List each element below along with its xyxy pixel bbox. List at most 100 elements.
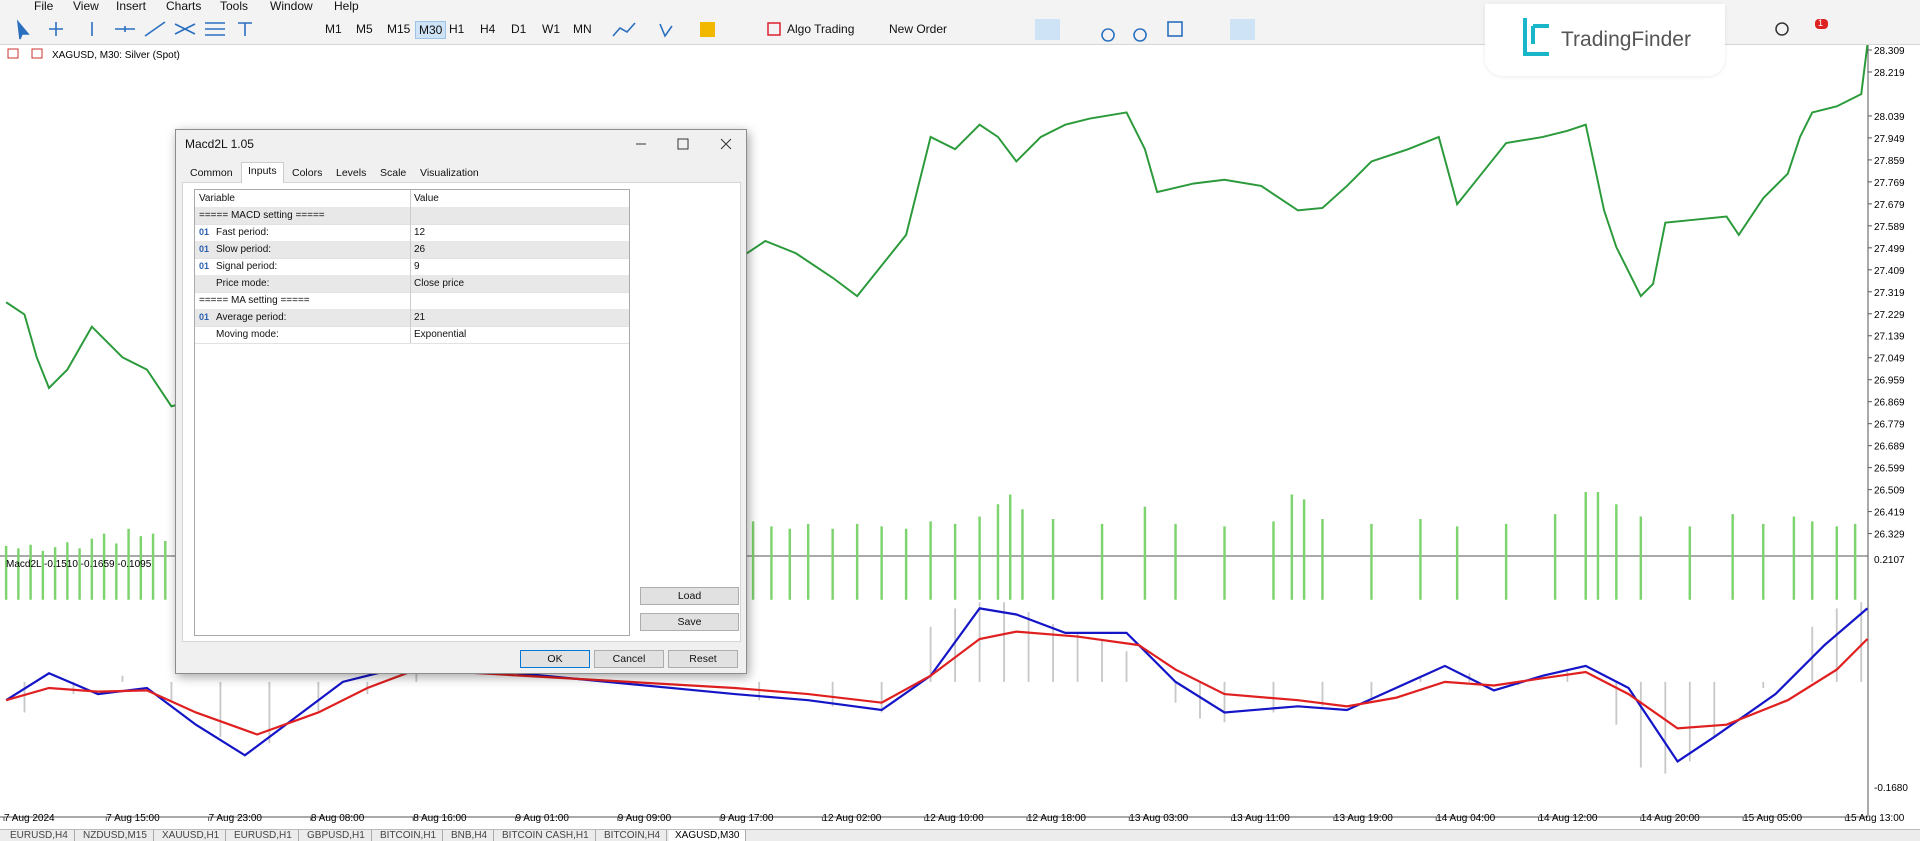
- menu-item[interactable]: View: [73, 0, 99, 13]
- timeframe-button[interactable]: D1: [508, 21, 529, 37]
- param-value: Close price: [414, 275, 464, 292]
- price-label: 27.589: [1874, 222, 1905, 233]
- column-header: Value: [414, 190, 439, 207]
- price-label: 28.039: [1874, 112, 1905, 123]
- chart-tab[interactable]: BITCOIN,H4: [598, 830, 667, 841]
- dialog-title: Macd2L 1.05: [185, 137, 254, 151]
- table-row[interactable]: 01Fast period:12: [195, 224, 629, 242]
- indicator-label: Macd2L -0.1510 -0.1659 -0.1095: [6, 559, 152, 570]
- chart-icon: [32, 49, 42, 58]
- time-label: 14 Aug 12:00: [1539, 813, 1598, 824]
- price-label: 27.769: [1874, 178, 1905, 189]
- notification-count[interactable]: 1: [1815, 18, 1826, 28]
- table-row[interactable]: ===== MACD setting =====: [195, 207, 629, 225]
- param-name: Slow period:: [216, 241, 271, 258]
- chart-icon: [8, 49, 18, 58]
- time-label: 15 Aug 05:00: [1743, 813, 1802, 824]
- param-name: Moving mode:: [216, 326, 279, 343]
- menu-item[interactable]: Charts: [166, 0, 201, 13]
- chart-tab[interactable]: NZDUSD,M15: [77, 830, 154, 841]
- chart-tab[interactable]: EURUSD,H1: [228, 830, 299, 841]
- param-icon: 01: [199, 241, 209, 258]
- param-name: Signal period:: [216, 258, 277, 275]
- window-controls[interactable]: [626, 135, 742, 153]
- menu-item[interactable]: Help: [334, 0, 359, 13]
- table-row[interactable]: Price mode: Close price: [195, 275, 629, 293]
- param-name: Price mode:: [216, 275, 269, 292]
- price-label: 26.419: [1874, 508, 1905, 519]
- dialog-button[interactable]: Load: [640, 587, 739, 605]
- param-value: 21: [414, 309, 425, 326]
- price-label: 27.409: [1874, 266, 1905, 277]
- chart-tab[interactable]: XAGUSD,M30: [669, 830, 746, 841]
- algo-trading-button[interactable]: Algo Trading: [784, 21, 857, 37]
- watermark-text: TradingFinder: [1561, 28, 1691, 52]
- time-label: 8 Aug 16:00: [413, 813, 467, 824]
- column-divider: [410, 190, 411, 343]
- time-label: 7 Aug 23:00: [209, 813, 263, 824]
- chart-tabs: EURUSD,H4NZDUSD,M15XAUUSD,H1EURUSD,H1GBP…: [0, 829, 1920, 841]
- timeframe-button[interactable]: H1: [446, 21, 467, 37]
- timeframe-button[interactable]: M5: [353, 21, 376, 37]
- column-header: Variable: [199, 190, 235, 207]
- timeframe-button[interactable]: MN: [570, 21, 595, 37]
- table-row[interactable]: 01 Slow period: 26: [195, 241, 629, 259]
- dialog-button[interactable]: Save: [640, 613, 739, 631]
- timeframe-button[interactable]: M1: [322, 21, 345, 37]
- time-label: 13 Aug 19:00: [1334, 813, 1393, 824]
- menu-item[interactable]: Window: [270, 0, 313, 13]
- price-label: 28.219: [1874, 68, 1905, 79]
- timeframe-button[interactable]: M15: [384, 21, 413, 37]
- dialog-tab[interactable]: Levels: [330, 165, 372, 181]
- menu-item[interactable]: Insert: [116, 0, 146, 13]
- dialog-tab[interactable]: Common: [184, 165, 239, 181]
- param-value: 26: [414, 241, 425, 258]
- chart-tab[interactable]: EURUSD,H4: [4, 830, 75, 841]
- timeframe-button[interactable]: W1: [539, 21, 563, 37]
- table-row[interactable]: ===== MA setting =====: [195, 292, 629, 310]
- param-name: Average period:: [216, 309, 286, 326]
- menu-item[interactable]: Tools: [220, 0, 248, 13]
- menu-item[interactable]: File: [34, 0, 53, 13]
- time-label: 13 Aug 11:00: [1232, 813, 1291, 824]
- price-label: 27.859: [1874, 156, 1905, 167]
- param-name: Fast period:: [216, 224, 269, 241]
- time-label: 7 Aug 15:00: [106, 813, 160, 824]
- dialog-tab[interactable]: Inputs: [241, 162, 284, 183]
- price-label: 28.309: [1874, 46, 1905, 57]
- param-value: 12: [414, 224, 425, 241]
- param-value: 9: [414, 258, 420, 275]
- time-label: 13 Aug 03:00: [1129, 813, 1188, 824]
- price-label: 26.779: [1874, 420, 1905, 431]
- dialog-tab[interactable]: Colors: [286, 165, 328, 181]
- dialog-button[interactable]: Reset: [668, 650, 738, 668]
- indicator-dialog: Macd2L 1.05 Variable Value ===== MACD sett…: [175, 129, 747, 674]
- time-label: 9 Aug 09:00: [618, 813, 672, 824]
- param-value: Exponential: [414, 326, 466, 343]
- table-header: Variable Value: [195, 190, 629, 208]
- param-name: ===== MACD setting =====: [199, 207, 325, 224]
- timeframe-button[interactable]: M30: [415, 21, 446, 39]
- dialog-button[interactable]: Cancel: [594, 650, 664, 668]
- dialog-tab[interactable]: Visualization: [414, 165, 485, 181]
- price-label: 27.229: [1874, 310, 1905, 321]
- chart-tab[interactable]: XAUUSD,H1: [156, 830, 226, 841]
- chart-tab[interactable]: BITCOIN CASH,H1: [496, 830, 596, 841]
- new-order-button[interactable]: New Order: [886, 21, 950, 37]
- chart-tab[interactable]: BNB,H4: [445, 830, 494, 841]
- indicator-axis-label: 0.2107: [1874, 555, 1905, 566]
- chart-header: XAGUSD, M30: Silver (Spot): [52, 50, 180, 61]
- chart-tab[interactable]: BITCOIN,H1: [374, 830, 443, 841]
- table-row[interactable]: Moving mode: Exponential: [195, 326, 629, 344]
- table-row[interactable]: 01Signal period:9: [195, 258, 629, 276]
- price-label: 26.329: [1874, 530, 1905, 541]
- time-label: 7 Aug 2024: [4, 813, 55, 824]
- price-label: 26.689: [1874, 442, 1905, 453]
- chart-tab[interactable]: GBPUSD,H1: [301, 830, 372, 841]
- table-row[interactable]: 01Average period:21: [195, 309, 629, 327]
- dialog-tab[interactable]: Scale: [374, 165, 412, 181]
- price-label: 27.049: [1874, 354, 1905, 365]
- timeframe-button[interactable]: H4: [477, 21, 498, 37]
- price-label: 26.869: [1874, 398, 1905, 409]
- dialog-button[interactable]: OK: [520, 650, 590, 668]
